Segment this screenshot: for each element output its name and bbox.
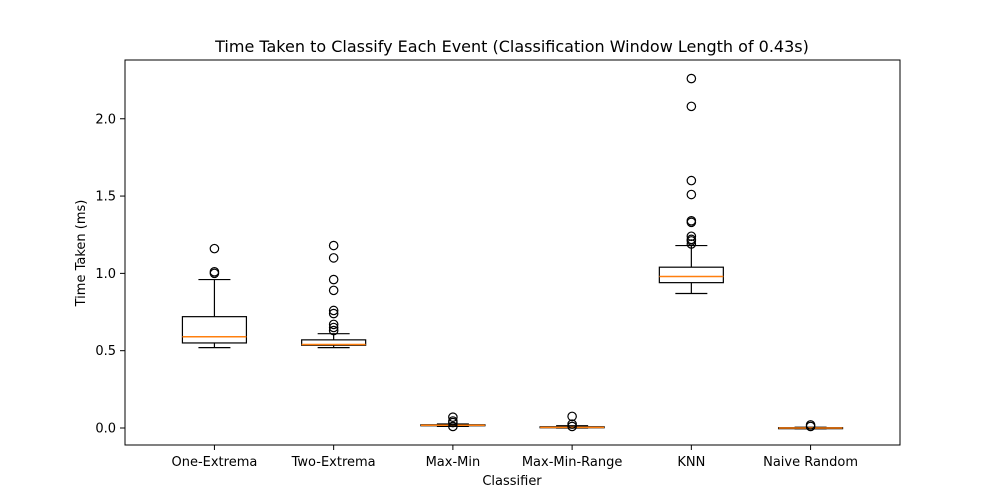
flier-knn-8 [686, 101, 697, 112]
flier-two-extrema-7 [328, 253, 339, 263]
plot-area: 0.0 0.5 1.0 1.5 2.0 One-Extrema Two-Extrema Max… [95, 73, 858, 470]
flier-one-extrema-1 [209, 267, 220, 277]
flier-knn-2 [686, 234, 697, 245]
flier-two-extrema-8 [328, 240, 339, 251]
x-tick-label-knn: KNN [677, 455, 705, 470]
x-tick-label-naive-random: Naive Random [763, 455, 858, 470]
box-one-extrema [181, 316, 248, 344]
chart-title: Time Taken to Classify Each Event (Class… [214, 37, 809, 56]
y-axis-label: Time Taken (ms) [74, 200, 89, 308]
x-axis-label: Classifier [482, 474, 542, 489]
flier-max-min-2 [448, 416, 458, 426]
flier-knn-5 [686, 216, 697, 226]
flier-knn-6 [686, 189, 697, 200]
y-tick-label-1: 0.5 [95, 344, 116, 359]
flier-one-extrema-2 [209, 243, 220, 254]
flier-max-min-range-1 [567, 419, 577, 429]
flier-knn-7 [686, 175, 697, 186]
x-tick-label-two-extrema: Two-Extrema [291, 455, 376, 470]
flier-two-extrema-6 [328, 274, 339, 285]
flier-two-extrema-2 [328, 319, 339, 330]
y-tick-label-4: 2.0 [95, 112, 116, 127]
flier-max-min-3 [448, 412, 458, 422]
flier-max-min-0 [448, 421, 458, 432]
x-tick-label-max-min-range: Max-Min-Range [522, 455, 623, 470]
box-two-extrema [301, 339, 367, 346]
y-tick-label-0: 0.0 [95, 421, 116, 436]
flier-two-extrema-4 [328, 305, 339, 316]
box-knn [658, 266, 724, 284]
flier-two-extrema-5 [328, 285, 339, 296]
flier-knn-0 [686, 239, 697, 249]
plot-frame [124, 59, 901, 446]
flier-two-extrema-1 [328, 322, 339, 333]
x-tick-label-max-min: Max-Min [426, 455, 481, 470]
flier-naive-random-1 [805, 420, 816, 430]
x-tick-label-one-extrema: One-Extrema [171, 455, 257, 470]
flier-max-min-range-2 [567, 411, 577, 422]
y-tick-label-2: 1.0 [95, 267, 116, 282]
flier-knn-9 [686, 73, 697, 84]
y-tick-label-3: 1.5 [95, 190, 116, 205]
flier-two-extrema-0 [328, 325, 339, 336]
flier-two-extrema-3 [328, 308, 339, 319]
flier-knn-3 [686, 231, 697, 242]
